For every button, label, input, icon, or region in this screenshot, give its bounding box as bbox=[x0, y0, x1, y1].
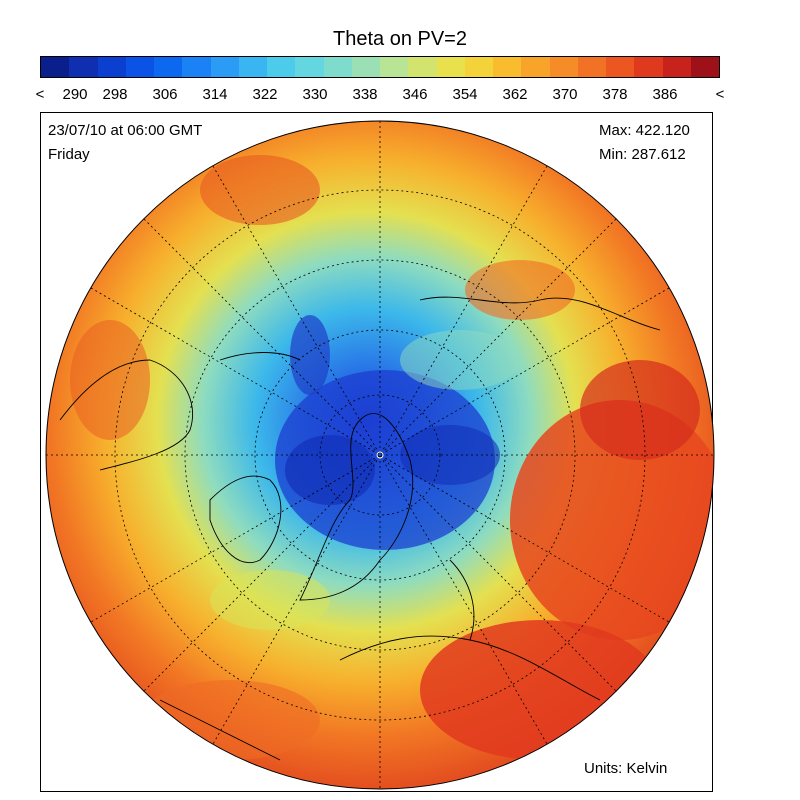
colorbar-segment-12 bbox=[380, 57, 409, 77]
north-pole-marker bbox=[376, 451, 384, 459]
colorbar-tick-label: 378 bbox=[602, 86, 628, 103]
colorbar-segment-17 bbox=[521, 57, 550, 77]
colorbar-segment-7 bbox=[238, 57, 267, 77]
coastlines bbox=[59, 296, 661, 761]
globe-outline bbox=[45, 120, 715, 790]
colorbar-segment-2 bbox=[97, 57, 126, 77]
colorbar-segment-1 bbox=[69, 57, 98, 77]
colorbar-tick-label: 338 bbox=[352, 86, 378, 103]
colorbar-segment-13 bbox=[408, 57, 437, 77]
colorbar-segment-10 bbox=[323, 57, 352, 77]
datetime-label: 23/07/10 at 06:00 GMT bbox=[48, 122, 203, 139]
colorbar-segment-16 bbox=[493, 57, 522, 77]
colorbar-tick-label: 306 bbox=[152, 86, 178, 103]
colorbar-segment-9 bbox=[295, 57, 324, 77]
colorbar-segment-14 bbox=[436, 57, 465, 77]
colorbar-tick-labels: <290 298 306 314 322 330 338 346 354 362 370 378 386… bbox=[0, 86, 800, 106]
colorbar-segment-3 bbox=[125, 57, 154, 77]
colorbar-segment-22 bbox=[662, 57, 691, 77]
colorbar-segment-8 bbox=[267, 57, 296, 77]
colorbar-tick-label: 314 bbox=[202, 86, 228, 103]
colorbar-segment-23 bbox=[690, 57, 719, 77]
colorbar-segment-19 bbox=[577, 57, 606, 77]
units-label: Units: Kelvin bbox=[584, 760, 668, 777]
colorbar-tick-label: 322 bbox=[252, 86, 278, 103]
colorbar-tick-label: 290 bbox=[62, 86, 88, 103]
colorbar-segment-5 bbox=[182, 57, 211, 77]
colorbar-segment-15 bbox=[464, 57, 493, 77]
graticule bbox=[46, 121, 714, 789]
colorbar-tick-label: 298 bbox=[102, 86, 128, 103]
colorbar-tick-label: 386 bbox=[652, 86, 678, 103]
colorbar-segment-6 bbox=[210, 57, 239, 77]
colorbar-segment-4 bbox=[154, 57, 183, 77]
colorbar-tick-label: 370 bbox=[552, 86, 578, 103]
map-title: Theta on PV=2 bbox=[333, 28, 467, 50]
colorbar-tick-label: 354 bbox=[452, 86, 478, 103]
colorbar-tick-label: < bbox=[35, 86, 45, 103]
colorbar-tick-label: 346 bbox=[402, 86, 428, 103]
colorbar-segment-20 bbox=[606, 57, 635, 77]
colorbar-segment-11 bbox=[351, 57, 380, 77]
weekday-label: Friday bbox=[48, 146, 90, 163]
colorbar-segment-18 bbox=[549, 57, 578, 77]
min-value: Min: 287.612 bbox=[599, 146, 686, 163]
colorbar-segment-0 bbox=[41, 57, 70, 77]
colorbar-segment-21 bbox=[634, 57, 663, 77]
colorbar-tick-label: < bbox=[715, 86, 725, 103]
max-value: Max: 422.120 bbox=[599, 122, 690, 139]
colorbar bbox=[40, 56, 720, 78]
colorbar-tick-label: 362 bbox=[502, 86, 528, 103]
colorbar-tick-label: 330 bbox=[302, 86, 328, 103]
